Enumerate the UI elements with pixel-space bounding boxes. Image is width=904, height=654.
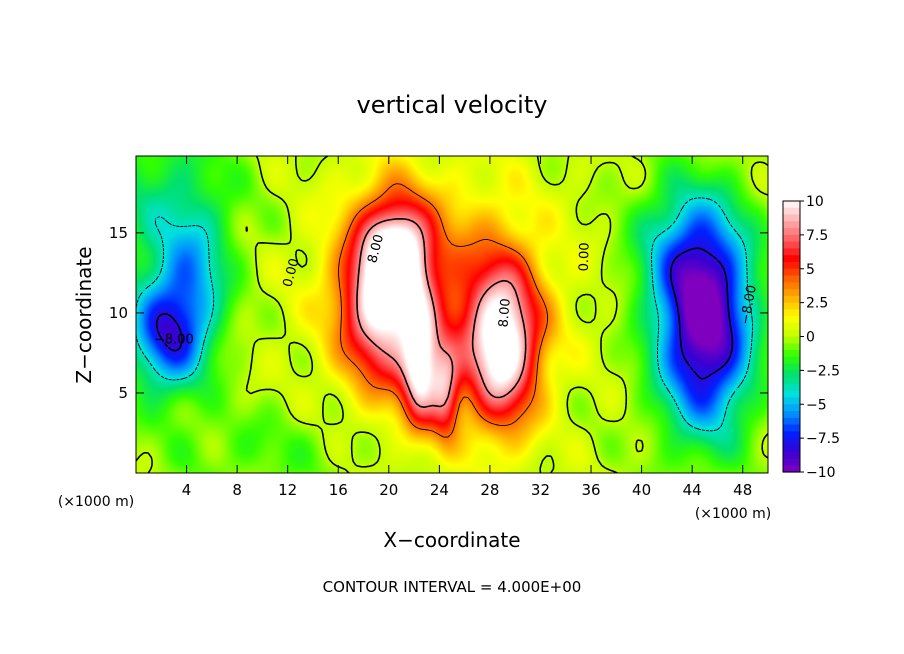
colorbar-swatch [783, 336, 800, 344]
x-tick-label: 36 [581, 481, 600, 499]
contour-labels: 0.00 8.00 8.00 0.00 −8.00 −8.00 [154, 233, 760, 348]
colorbar-swatch [783, 295, 800, 304]
colorbar-swatch [783, 356, 800, 365]
contour-label: 8.00 [496, 298, 513, 328]
y-axis-label: Z−coordinate [72, 246, 96, 383]
y-tick-label: 5 [118, 384, 128, 402]
x-tick-label: 24 [430, 481, 449, 499]
contour-label: 0.00 [281, 257, 303, 289]
colorbar-swatch [783, 302, 800, 310]
colorbar-swatch [783, 438, 800, 446]
colorbar-tick-label: 2.5 [806, 296, 828, 312]
colorbar-swatch [783, 377, 800, 385]
y-tick-label: 15 [109, 224, 128, 242]
colorbar-swatch [783, 465, 800, 473]
x-tick-label: 16 [329, 481, 348, 499]
colorbar-swatch [783, 343, 800, 351]
colorbar-swatch [783, 201, 800, 209]
colorbar-swatch [783, 451, 800, 460]
colorbar-swatch [783, 397, 800, 405]
colorbar-swatch [783, 282, 800, 290]
colorbar-swatch [783, 390, 800, 399]
colorbar-swatch [783, 207, 800, 216]
x-tick-label: 44 [683, 481, 702, 499]
colorbar-swatch [783, 424, 800, 432]
colorbar-swatch [783, 275, 800, 283]
colorbar-tick-label: −2.5 [806, 363, 840, 379]
colorbar-swatch [783, 322, 800, 331]
x-tick-label: 20 [379, 481, 398, 499]
contour-level [136, 197, 753, 432]
colorbar: 10 7.5 5 2.5 0 −2.5 −5 −7.5 −10 [782, 194, 840, 481]
plot-frame [135, 155, 769, 474]
colorbar-swatch [783, 370, 800, 378]
x-tick-label: 8 [232, 481, 242, 499]
x-tick-label: 40 [632, 481, 651, 499]
colorbar-swatch [783, 383, 800, 392]
colorbar-swatch [783, 241, 800, 250]
colorbar-swatch [783, 417, 800, 426]
colorbar-swatch [783, 444, 800, 453]
colorbar-tick-label: 5 [806, 262, 815, 278]
contour-level [338, 183, 549, 438]
x-tick-label: 32 [531, 481, 550, 499]
colorbar-swatch [783, 350, 800, 358]
chart-title: vertical velocity [357, 91, 548, 119]
contour-interval-note: CONTOUR INTERVAL = 4.000E+00 [323, 578, 582, 596]
colorbar-swatch [783, 268, 800, 277]
colorbar-swatch [783, 255, 800, 263]
colorbar-swatch [783, 289, 800, 297]
colorbar-swatch [783, 329, 800, 338]
y-axis-ticks: 5 10 15 [109, 224, 768, 402]
x-tick-label: 28 [480, 481, 499, 499]
y-tick-label: 10 [109, 304, 128, 322]
colorbar-swatch [783, 221, 800, 229]
colorbar-swatch [783, 431, 800, 439]
colorbar-swatch [783, 316, 800, 324]
colorbar-tick-label: −5 [806, 397, 827, 413]
x-unit-left: (×1000 m) [58, 494, 134, 510]
contour-lines [136, 156, 768, 473]
x-tick-label: 4 [182, 481, 192, 499]
colorbar-tick-label: −10 [806, 465, 836, 481]
x-tick-label: 12 [278, 481, 297, 499]
colorbar-swatch [783, 411, 800, 419]
colorbar-swatch [783, 458, 800, 466]
colorbar-tick-label: −7.5 [806, 431, 840, 447]
colorbar-swatch [783, 228, 800, 236]
contour-level [155, 247, 734, 380]
colorbar-tick-label: 0 [806, 330, 815, 346]
contour-level [356, 218, 527, 408]
x-axis-ticks: 4 8 12 16 20 24 28 32 36 40 44 48 [182, 156, 752, 499]
colorbar-swatch [783, 234, 800, 243]
colorbar-swatch [783, 261, 800, 270]
contour-label: 0.00 [577, 242, 593, 271]
heatmap-field [136, 156, 768, 473]
colorbar-swatch [783, 214, 800, 222]
colorbar-tick-label: 7.5 [806, 228, 828, 244]
colorbar-swatch [783, 404, 800, 412]
x-axis-label: X−coordinate [383, 528, 520, 552]
colorbar-tick-label: 10 [806, 194, 824, 210]
colorbar-swatch [783, 363, 800, 371]
contour-label: −8.00 [738, 284, 760, 326]
x-tick-label: 48 [733, 481, 752, 499]
contour-label: −8.00 [154, 333, 194, 348]
colorbar-swatch [783, 309, 800, 317]
contour-label: 8.00 [365, 233, 387, 265]
colorbar-swatch [783, 248, 800, 256]
x-unit-right: (×1000 m) [695, 506, 771, 522]
contour-level [136, 156, 768, 473]
